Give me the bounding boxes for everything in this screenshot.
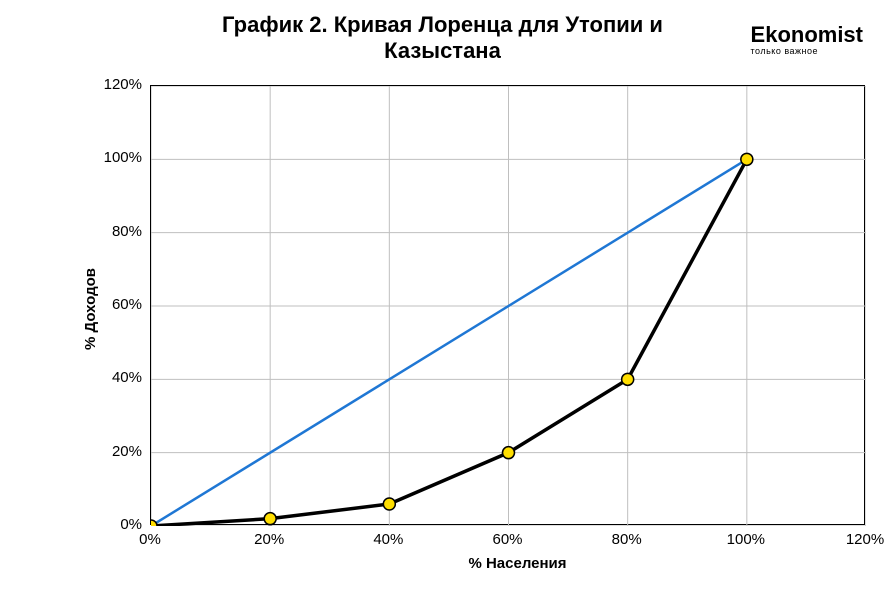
marker-lorenz-curve bbox=[383, 498, 395, 510]
brand-name: Ekonomist bbox=[751, 22, 863, 48]
y-tick-label: 0% bbox=[120, 516, 142, 533]
x-tick-label: 80% bbox=[607, 531, 647, 548]
marker-lorenz-curve bbox=[622, 373, 634, 385]
plot-svg bbox=[151, 86, 866, 526]
y-tick-label: 60% bbox=[112, 296, 142, 313]
plot-area bbox=[150, 85, 865, 525]
y-tick-label: 40% bbox=[112, 369, 142, 386]
chart-container: График 2. Кривая Лоренца для Утопии и Ка… bbox=[0, 0, 885, 591]
x-tick-label: 0% bbox=[130, 531, 170, 548]
x-tick-label: 20% bbox=[249, 531, 289, 548]
title-line-1: График 2. Кривая Лоренца для Утопии и bbox=[222, 12, 663, 37]
x-tick-label: 100% bbox=[726, 531, 766, 548]
x-axis-label: % Населения bbox=[448, 555, 588, 572]
series-equality-line bbox=[151, 159, 747, 526]
marker-lorenz-curve bbox=[151, 520, 157, 526]
brand-logo: Ekonomist только важное bbox=[751, 22, 863, 56]
x-tick-label: 40% bbox=[368, 531, 408, 548]
x-tick-label: 120% bbox=[845, 531, 885, 548]
title-line-2: Казыстана bbox=[384, 38, 501, 63]
y-tick-label: 120% bbox=[104, 76, 142, 93]
marker-lorenz-curve bbox=[264, 513, 276, 525]
y-axis-label: % Доходов bbox=[82, 268, 99, 350]
x-tick-label: 60% bbox=[488, 531, 528, 548]
y-tick-label: 20% bbox=[112, 443, 142, 460]
marker-lorenz-curve bbox=[503, 447, 515, 459]
y-tick-label: 80% bbox=[112, 223, 142, 240]
y-tick-label: 100% bbox=[104, 149, 142, 166]
marker-lorenz-curve bbox=[741, 153, 753, 165]
